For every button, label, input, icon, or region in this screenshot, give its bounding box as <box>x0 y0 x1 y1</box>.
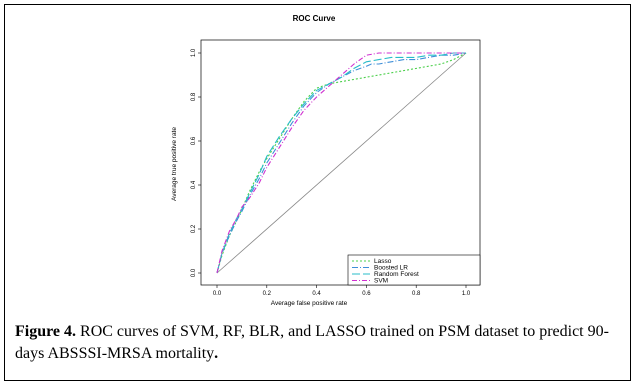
figure-caption: Figure 4. ROC curves of SVM, RF, BLR, an… <box>15 321 625 365</box>
y-tick-label: 0.4 <box>191 180 197 189</box>
x-tick-label: 0.0 <box>213 291 222 297</box>
figure-frame: ROC Curve 0.0 0.2 0.4 0.6 0.8 1.0 0.0 0.2 0.4 0.6… <box>4 4 631 381</box>
y-tick-label: 0.2 <box>191 224 197 233</box>
legend-box <box>347 254 481 286</box>
series-line-random-forest <box>216 52 466 274</box>
caption-end: . <box>214 345 219 362</box>
plot-box <box>200 39 481 286</box>
legend-entry: Random Forest <box>374 271 419 278</box>
x-axis-label: Average false positive rate <box>271 300 348 307</box>
y-tick-label: 0.8 <box>191 92 197 101</box>
legend-entry: Boosted LR <box>374 265 408 272</box>
x-tick-label: 0.2 <box>263 291 272 297</box>
y-tick-label: 0.0 <box>191 268 197 277</box>
roc-chart: ROC Curve 0.0 0.2 0.4 0.6 0.8 1.0 0.0 0.2 0.4 0.6… <box>171 14 481 307</box>
reference-line <box>216 52 467 274</box>
x-tick-label: 0.4 <box>312 291 321 297</box>
x-tick-label: 1.0 <box>462 291 471 297</box>
y-tick-label: 1.0 <box>191 48 197 57</box>
series-line-svm <box>216 52 466 274</box>
x-tick-label: 0.8 <box>412 291 421 297</box>
y-tick-label: 0.6 <box>191 136 197 145</box>
x-tick-label: 0.6 <box>362 291 371 297</box>
legend-entry: SVM <box>374 278 388 285</box>
chart-title: ROC Curve <box>293 14 336 23</box>
y-axis-label: Average true positive rate <box>171 127 178 201</box>
legend-entry: Lasso <box>374 258 392 265</box>
plot-area: 0.0 0.2 0.4 0.6 0.8 1.0 0.0 0.2 0.4 0.6 0.8 1.0 Lass… <box>191 39 481 297</box>
caption-text: ROC curves of SVM, RF, BLR, and LASSO tr… <box>15 323 609 362</box>
caption-label: Figure 4. <box>15 323 77 340</box>
